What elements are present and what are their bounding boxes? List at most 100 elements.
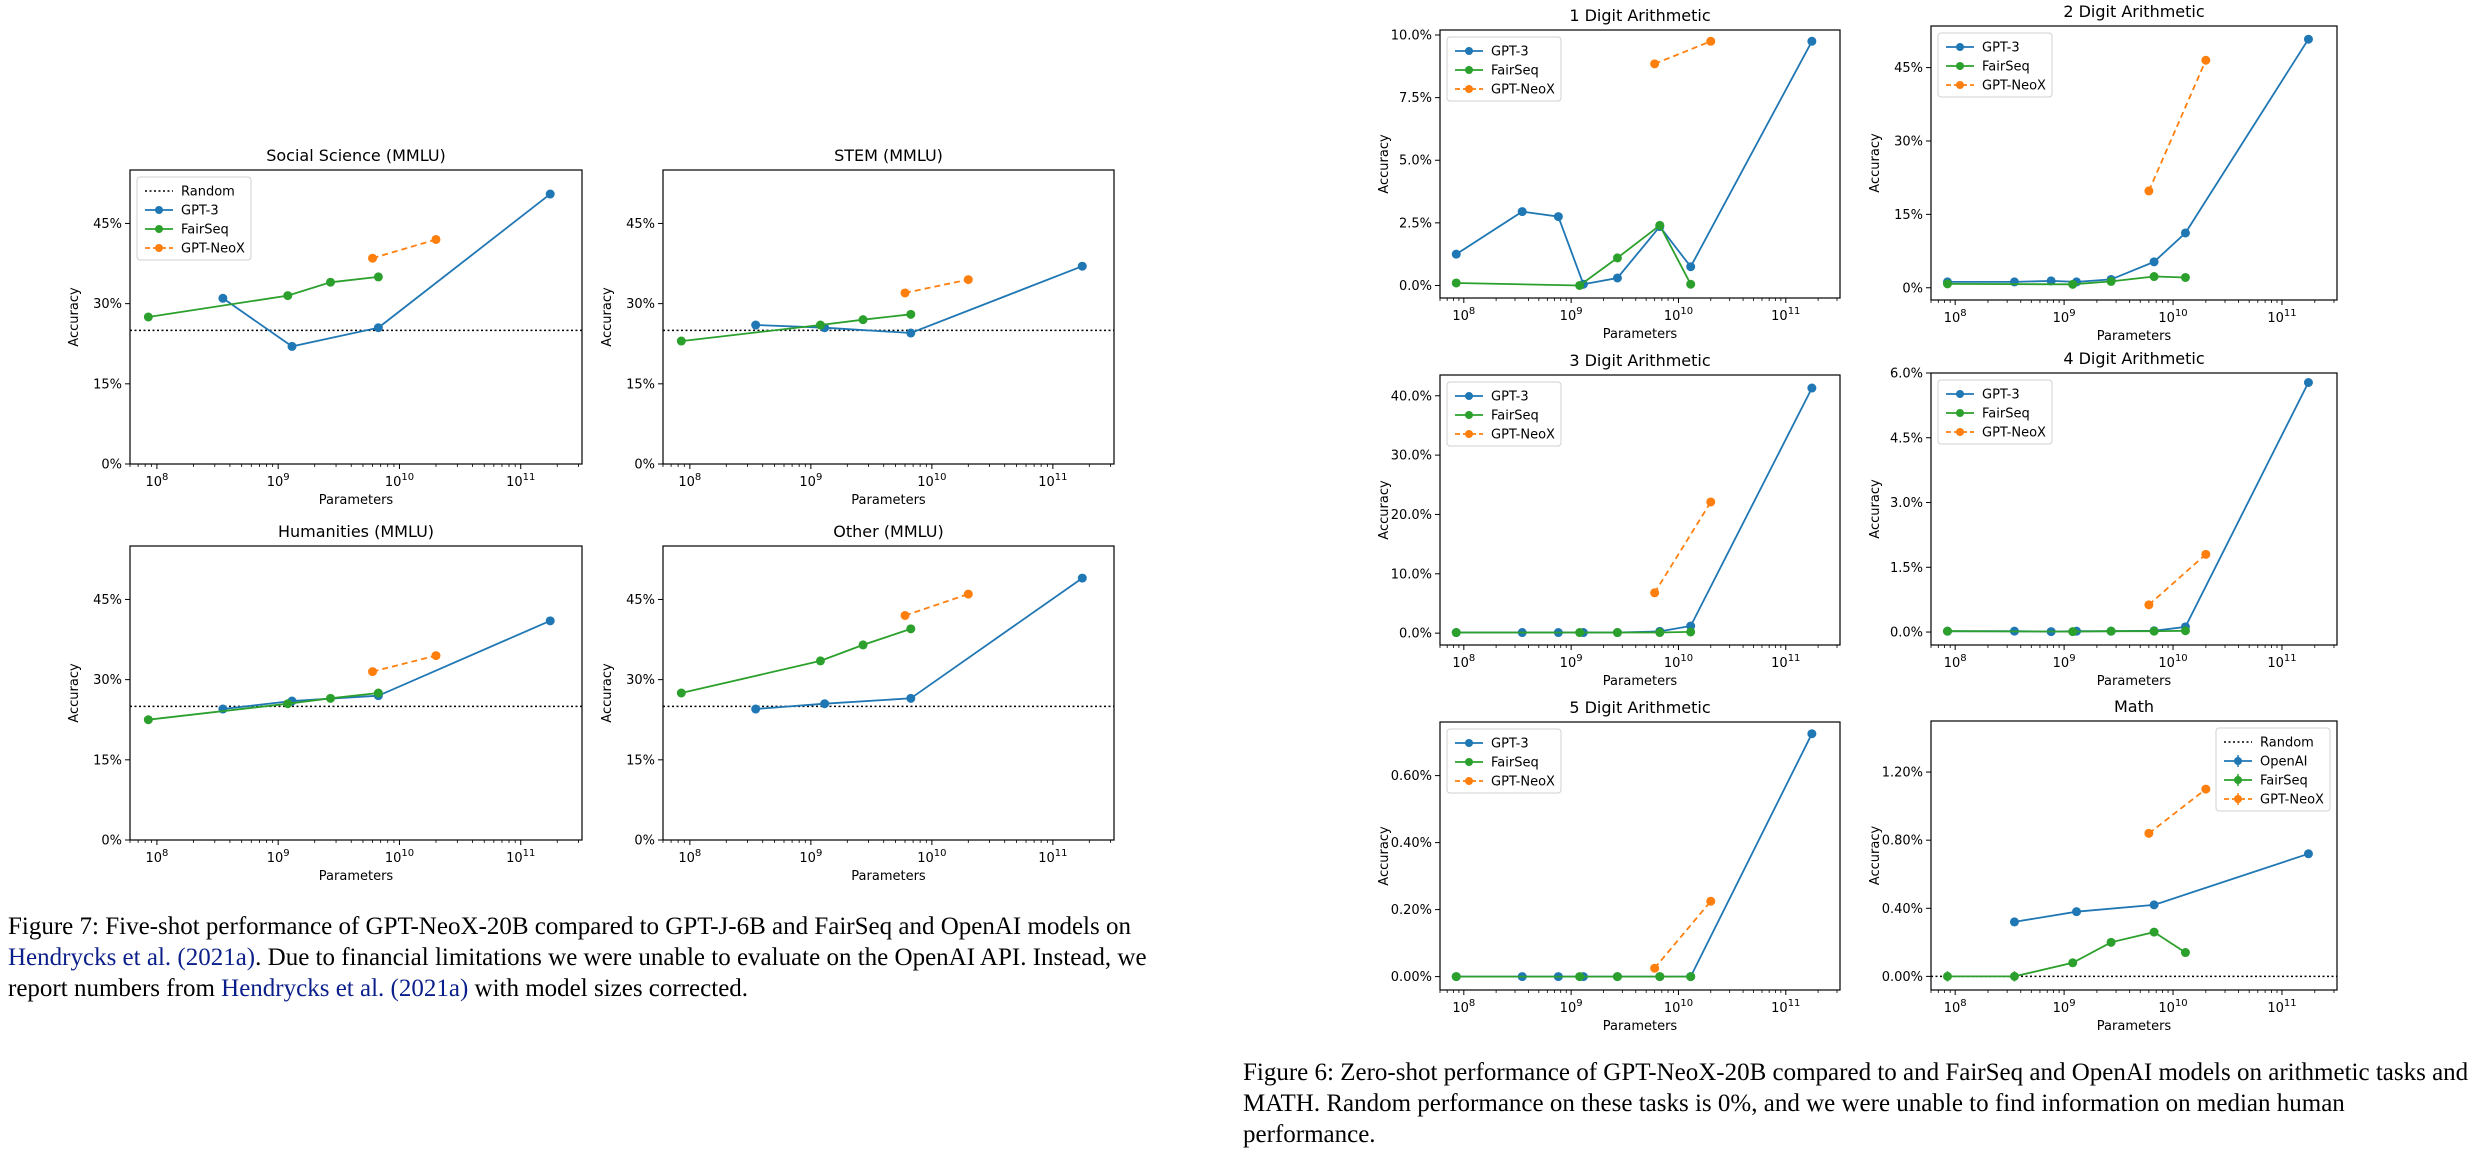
data-point-fairseq xyxy=(1655,220,1665,230)
y-tick-label: 45% xyxy=(1894,61,1923,76)
citation-link-hendrycks-1[interactable]: Hendrycks et al. (2021a) xyxy=(8,944,256,971)
legend-swatch-marker xyxy=(155,206,163,214)
y-tick-label: 15% xyxy=(93,377,122,392)
legend-label: GPT-NeoX xyxy=(1982,426,2046,441)
legend-label: FairSeq xyxy=(1491,756,1539,771)
data-point-fairseq xyxy=(143,312,153,322)
caption-7-middle: . Due to financial limitations we were u… xyxy=(8,944,1147,1002)
chart-title: Humanities (MMLU) xyxy=(278,522,434,541)
data-point-gpt-neox xyxy=(2144,600,2154,610)
x-axis-label: Parameters xyxy=(1603,327,1678,342)
chart-title: 3 Digit Arithmetic xyxy=(1569,351,1710,370)
legend-swatch-marker xyxy=(1465,85,1473,93)
legend-label: GPT-NeoX xyxy=(1982,79,2046,94)
data-point-gpt-neox xyxy=(1650,59,1660,69)
y-tick-label: 10.0% xyxy=(1391,29,1432,44)
data-point-fairseq xyxy=(1686,972,1696,982)
y-tick-label: 30% xyxy=(1894,134,1923,149)
legend-label: GPT-NeoX xyxy=(1491,83,1555,98)
y-tick-label: 15% xyxy=(626,753,655,768)
legend: GPT-3 FairSeq GPT-NeoX xyxy=(1937,32,2053,98)
data-point-fairseq xyxy=(1451,972,1461,982)
legend-label: OpenAI xyxy=(2260,755,2307,770)
y-tick-label: 0.0% xyxy=(1399,279,1432,294)
chart-arith5: 5 Digit Arithmetic 0.00% 0.20% 0.40% 0.60% 10… xyxy=(1377,698,1841,1034)
legend: GPT-3 FairSeq GPT-NeoX xyxy=(1446,728,1562,794)
plot-frame xyxy=(1439,374,1841,646)
x-tick-label: 109 xyxy=(1560,998,1583,1016)
data-point-fairseq xyxy=(1451,278,1461,288)
data-point-fairseq xyxy=(2149,626,2159,636)
x-tick-label: 1011 xyxy=(1771,653,1800,671)
x-axis-label: Parameters xyxy=(2097,329,2172,344)
y-tick-label: 15% xyxy=(93,753,122,768)
y-axis-label: Accuracy xyxy=(67,287,82,347)
x-tick-label: 108 xyxy=(1944,998,1967,1016)
y-tick-label: 0.60% xyxy=(1391,769,1432,784)
data-point-gpt-3 xyxy=(2149,257,2159,267)
legend-swatch-marker xyxy=(1465,392,1473,400)
series-line-openai xyxy=(2014,852,2309,923)
y-tick-label: 0.40% xyxy=(1882,902,1923,917)
data-point-gpt-neox xyxy=(1650,588,1660,598)
chart-title: 1 Digit Arithmetic xyxy=(1569,6,1710,25)
data-point-gpt-neox xyxy=(368,667,378,677)
chart-title: 4 Digit Arithmetic xyxy=(2063,349,2204,368)
y-tick-label: 0% xyxy=(101,834,122,849)
x-tick-label: 1010 xyxy=(917,472,946,490)
data-point-fairseq xyxy=(325,693,335,703)
data-point-fairseq xyxy=(2106,937,2116,947)
y-tick-label: 0.0% xyxy=(1890,626,1923,641)
y-tick-label: 45% xyxy=(93,593,122,608)
data-point-fairseq xyxy=(676,688,686,698)
series-line-fairseq xyxy=(1947,931,2186,978)
chart-arith3: 3 Digit Arithmetic 0.0% 10.0% 20.0% 30.0% 40.… xyxy=(1377,351,1841,689)
plot-frame xyxy=(1439,721,1841,991)
legend-label: FairSeq xyxy=(181,223,229,238)
y-tick-label: 0.80% xyxy=(1882,834,1923,849)
chart-social: Social Science (MMLU) 0% 15% 30% 45% 108 109 10… xyxy=(67,146,583,508)
plot-frame xyxy=(1439,29,1841,299)
data-point-gpt-neox xyxy=(1706,896,1716,906)
y-tick-label: 10.0% xyxy=(1391,567,1432,582)
plot-frame xyxy=(129,169,583,465)
data-point-gpt-neox xyxy=(2144,828,2154,838)
x-tick-label: 1010 xyxy=(385,472,414,490)
x-tick-label: 108 xyxy=(145,472,168,490)
data-point-gpt-3 xyxy=(2009,277,2019,287)
legend-label: FairSeq xyxy=(1982,60,2030,75)
data-point-gpt-neox xyxy=(1706,497,1716,507)
chart-title: Math xyxy=(2114,697,2154,716)
data-point-fairseq xyxy=(1575,280,1585,290)
data-point-fairseq xyxy=(1655,972,1665,982)
series-line-gpt-neox xyxy=(1654,40,1712,65)
y-tick-label: 15% xyxy=(1894,208,1923,223)
series-line-gpt-3 xyxy=(222,193,551,348)
series-line-gpt-neox xyxy=(904,593,969,617)
data-point-gpt-neox xyxy=(900,288,910,298)
y-tick-label: 0.00% xyxy=(1882,970,1923,985)
x-tick-label: 109 xyxy=(799,848,822,866)
x-tick-label: 1010 xyxy=(2158,998,2187,1016)
legend-label: Random xyxy=(2260,736,2314,751)
x-tick-label: 1010 xyxy=(385,848,414,866)
data-point-gpt-3 xyxy=(1077,261,1087,271)
legend-swatch-marker xyxy=(1956,81,1964,89)
data-point-gpt-3 xyxy=(545,616,555,626)
citation-link-hendrycks-2-year[interactable]: (2021a) xyxy=(390,975,469,1002)
data-point-gpt-3 xyxy=(287,341,297,351)
data-point-gpt-3 xyxy=(906,328,916,338)
y-axis-label: Accuracy xyxy=(1868,479,1883,539)
citation-link-hendrycks-2[interactable]: Hendrycks et al. xyxy=(221,975,385,1002)
data-point-fairseq xyxy=(906,624,916,634)
data-point-fairseq xyxy=(815,656,825,666)
x-tick-label: 1011 xyxy=(2267,308,2296,326)
data-point-fairseq xyxy=(2106,626,2116,636)
data-point-gpt-neox xyxy=(963,589,973,599)
y-tick-label: 15% xyxy=(626,377,655,392)
data-point-fairseq xyxy=(2149,272,2159,282)
x-tick-label: 1010 xyxy=(2158,653,2187,671)
y-tick-label: 40.0% xyxy=(1391,389,1432,404)
legend-swatch-marker xyxy=(1465,777,1473,785)
legend-label: GPT-3 xyxy=(1982,41,2020,56)
